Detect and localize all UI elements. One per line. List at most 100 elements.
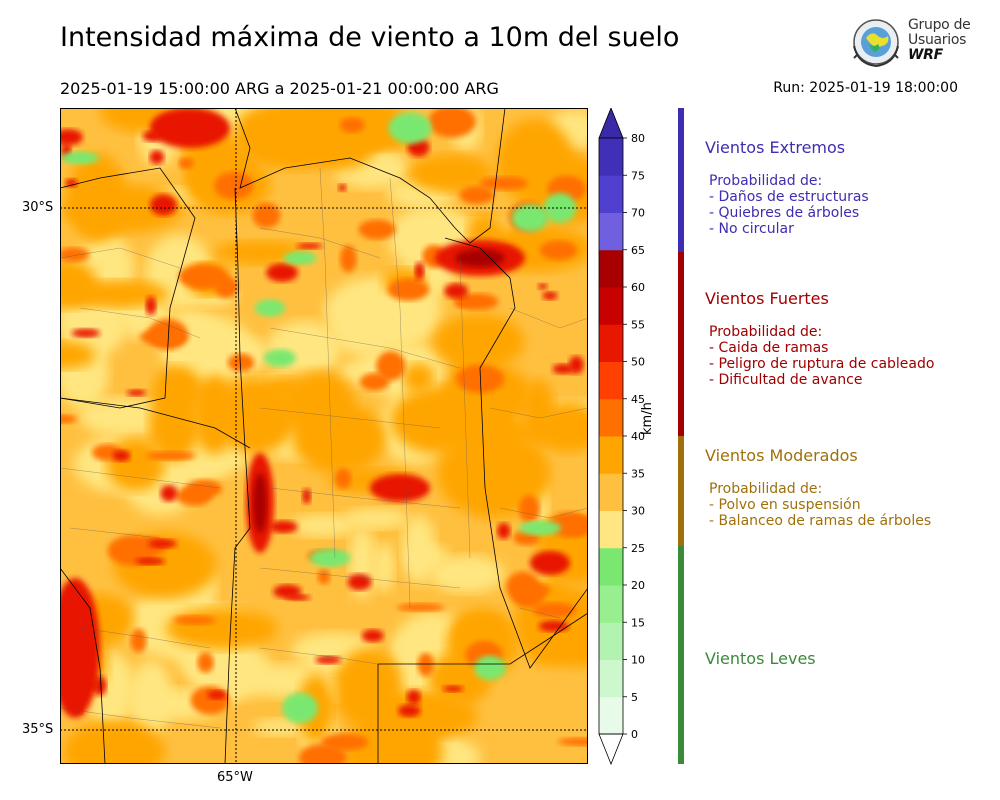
colorbar-extend-low: [598, 733, 624, 766]
logo-line-1: Grupo de: [908, 17, 971, 33]
colorbar-segment: [599, 473, 623, 511]
colorbar-tick-label: 65: [631, 244, 645, 257]
category-title: Vientos Leves: [705, 649, 816, 668]
wind-contour: [442, 685, 464, 692]
desc-line: - Quiebres de árboles: [709, 205, 860, 221]
scale-line-extremos: [678, 108, 684, 252]
category-title: Vientos Extremos: [705, 138, 846, 157]
wind-contour: [266, 263, 299, 282]
wind-field-svg: [60, 108, 588, 764]
wind-contour: [252, 202, 281, 228]
colorbar-segment: [599, 249, 623, 288]
wind-contour: [309, 548, 351, 568]
wind-contour: [126, 389, 147, 397]
colorbar-tick-label: 75: [631, 169, 645, 182]
wind-contour: [334, 648, 403, 730]
wind-contour: [290, 514, 357, 538]
colorbar-tick-label: 10: [631, 654, 645, 667]
colorbar-tick-label: 0: [631, 728, 638, 741]
wind-contour: [282, 371, 355, 437]
desc-line: - Caida de ramas: [709, 340, 829, 356]
wind-contour: [62, 720, 166, 764]
colorbar-extend-high: [598, 108, 624, 139]
colorbar-unit-label: km/h: [640, 402, 655, 435]
wind-contour: [530, 551, 570, 575]
globe-logo-icon: [853, 19, 899, 68]
wind-contour: [557, 737, 588, 746]
wind-contour: [537, 283, 548, 290]
colorbar-segment: [599, 287, 623, 325]
wind-contour: [190, 686, 230, 715]
scale-line-leves: [678, 546, 684, 764]
wind-contour: [437, 430, 551, 519]
desc-line: - Daños de estructuras: [709, 189, 869, 205]
wind-contour: [434, 314, 525, 369]
category-description: Probabilidad de: - Caida de ramas - Peli…: [705, 324, 934, 388]
wind-contour: [296, 243, 323, 250]
wind-contour: [149, 150, 165, 165]
colorbar-tick-label: 80: [631, 132, 645, 145]
wind-contour: [253, 718, 309, 737]
wind-contour: [428, 108, 476, 138]
wind-contour: [269, 520, 298, 534]
wind-contour: [538, 620, 569, 632]
map-title: Intensidad máxima de viento a 10m del su…: [60, 22, 680, 53]
wind-contour: [148, 538, 177, 549]
lat-label-30s: 30°S: [22, 200, 54, 215]
wind-contour: [253, 473, 267, 533]
desc-line: Probabilidad de:: [709, 173, 823, 189]
wind-contour: [535, 402, 588, 453]
wind-contour: [376, 351, 406, 381]
wind-contour: [347, 573, 372, 591]
colorbar-segment: [599, 175, 623, 213]
colorbar-tick-label: 70: [631, 207, 645, 220]
wind-contour: [533, 602, 577, 619]
wind-contour: [282, 692, 318, 724]
wind-contour: [402, 363, 435, 393]
colorbar-tick-label: 5: [631, 691, 638, 704]
wind-contour: [539, 240, 578, 261]
desc-line: - Polvo en suspensión: [709, 497, 861, 513]
wind-contour: [160, 485, 178, 502]
forecast-period: 2025-01-19 15:00:00 ARG a 2025-01-21 00:…: [60, 79, 499, 98]
wind-contour: [372, 542, 395, 592]
colorbar-segment: [599, 547, 623, 586]
wind-contour: [112, 450, 131, 462]
colorbar-tick-label: 40: [631, 430, 645, 443]
wind-contour: [227, 353, 255, 372]
wind-contour: [67, 153, 127, 242]
wind-contour: [340, 245, 357, 273]
wind-contour: [214, 377, 297, 454]
wind-contour: [518, 494, 540, 524]
wind-contours: [60, 108, 588, 764]
colorbar-segment: [599, 212, 623, 251]
wind-contour: [130, 628, 147, 653]
wind-contour: [165, 607, 278, 650]
category-vientos-leves: Vientos Leves: [705, 649, 816, 668]
wind-contour: [417, 652, 434, 677]
wind-contour: [428, 555, 505, 593]
wind-contour: [145, 296, 157, 316]
scale-line-fuertes: [678, 252, 684, 436]
lon-label-65w: 65°W: [217, 770, 253, 785]
wind-contour: [562, 515, 588, 536]
wind-contour: [409, 154, 493, 193]
wind-contour: [339, 117, 365, 133]
colorbar-tick-label: 25: [631, 542, 645, 555]
wind-contour: [457, 293, 499, 311]
category-description: Probabilidad de: - Polvo en suspensión -…: [705, 481, 931, 529]
wind-intensity-map: [60, 108, 588, 764]
province-borders: [60, 108, 588, 764]
wind-contour: [264, 349, 296, 367]
category-vientos-fuertes: Vientos Fuertes Probabilidad de: - Caida…: [705, 289, 934, 388]
wind-contour: [568, 355, 584, 374]
wind-contour: [60, 247, 90, 262]
colorbar-tick-label: 15: [631, 616, 645, 629]
category-vientos-moderados: Vientos Moderados Probabilidad de: - Pol…: [705, 446, 931, 529]
wind-contour: [147, 318, 188, 350]
wind-contour: [153, 365, 202, 414]
wind-contour: [60, 128, 83, 146]
wind-contour: [390, 387, 488, 454]
colorbar-segment: [599, 622, 623, 660]
wind-contour: [361, 629, 384, 643]
